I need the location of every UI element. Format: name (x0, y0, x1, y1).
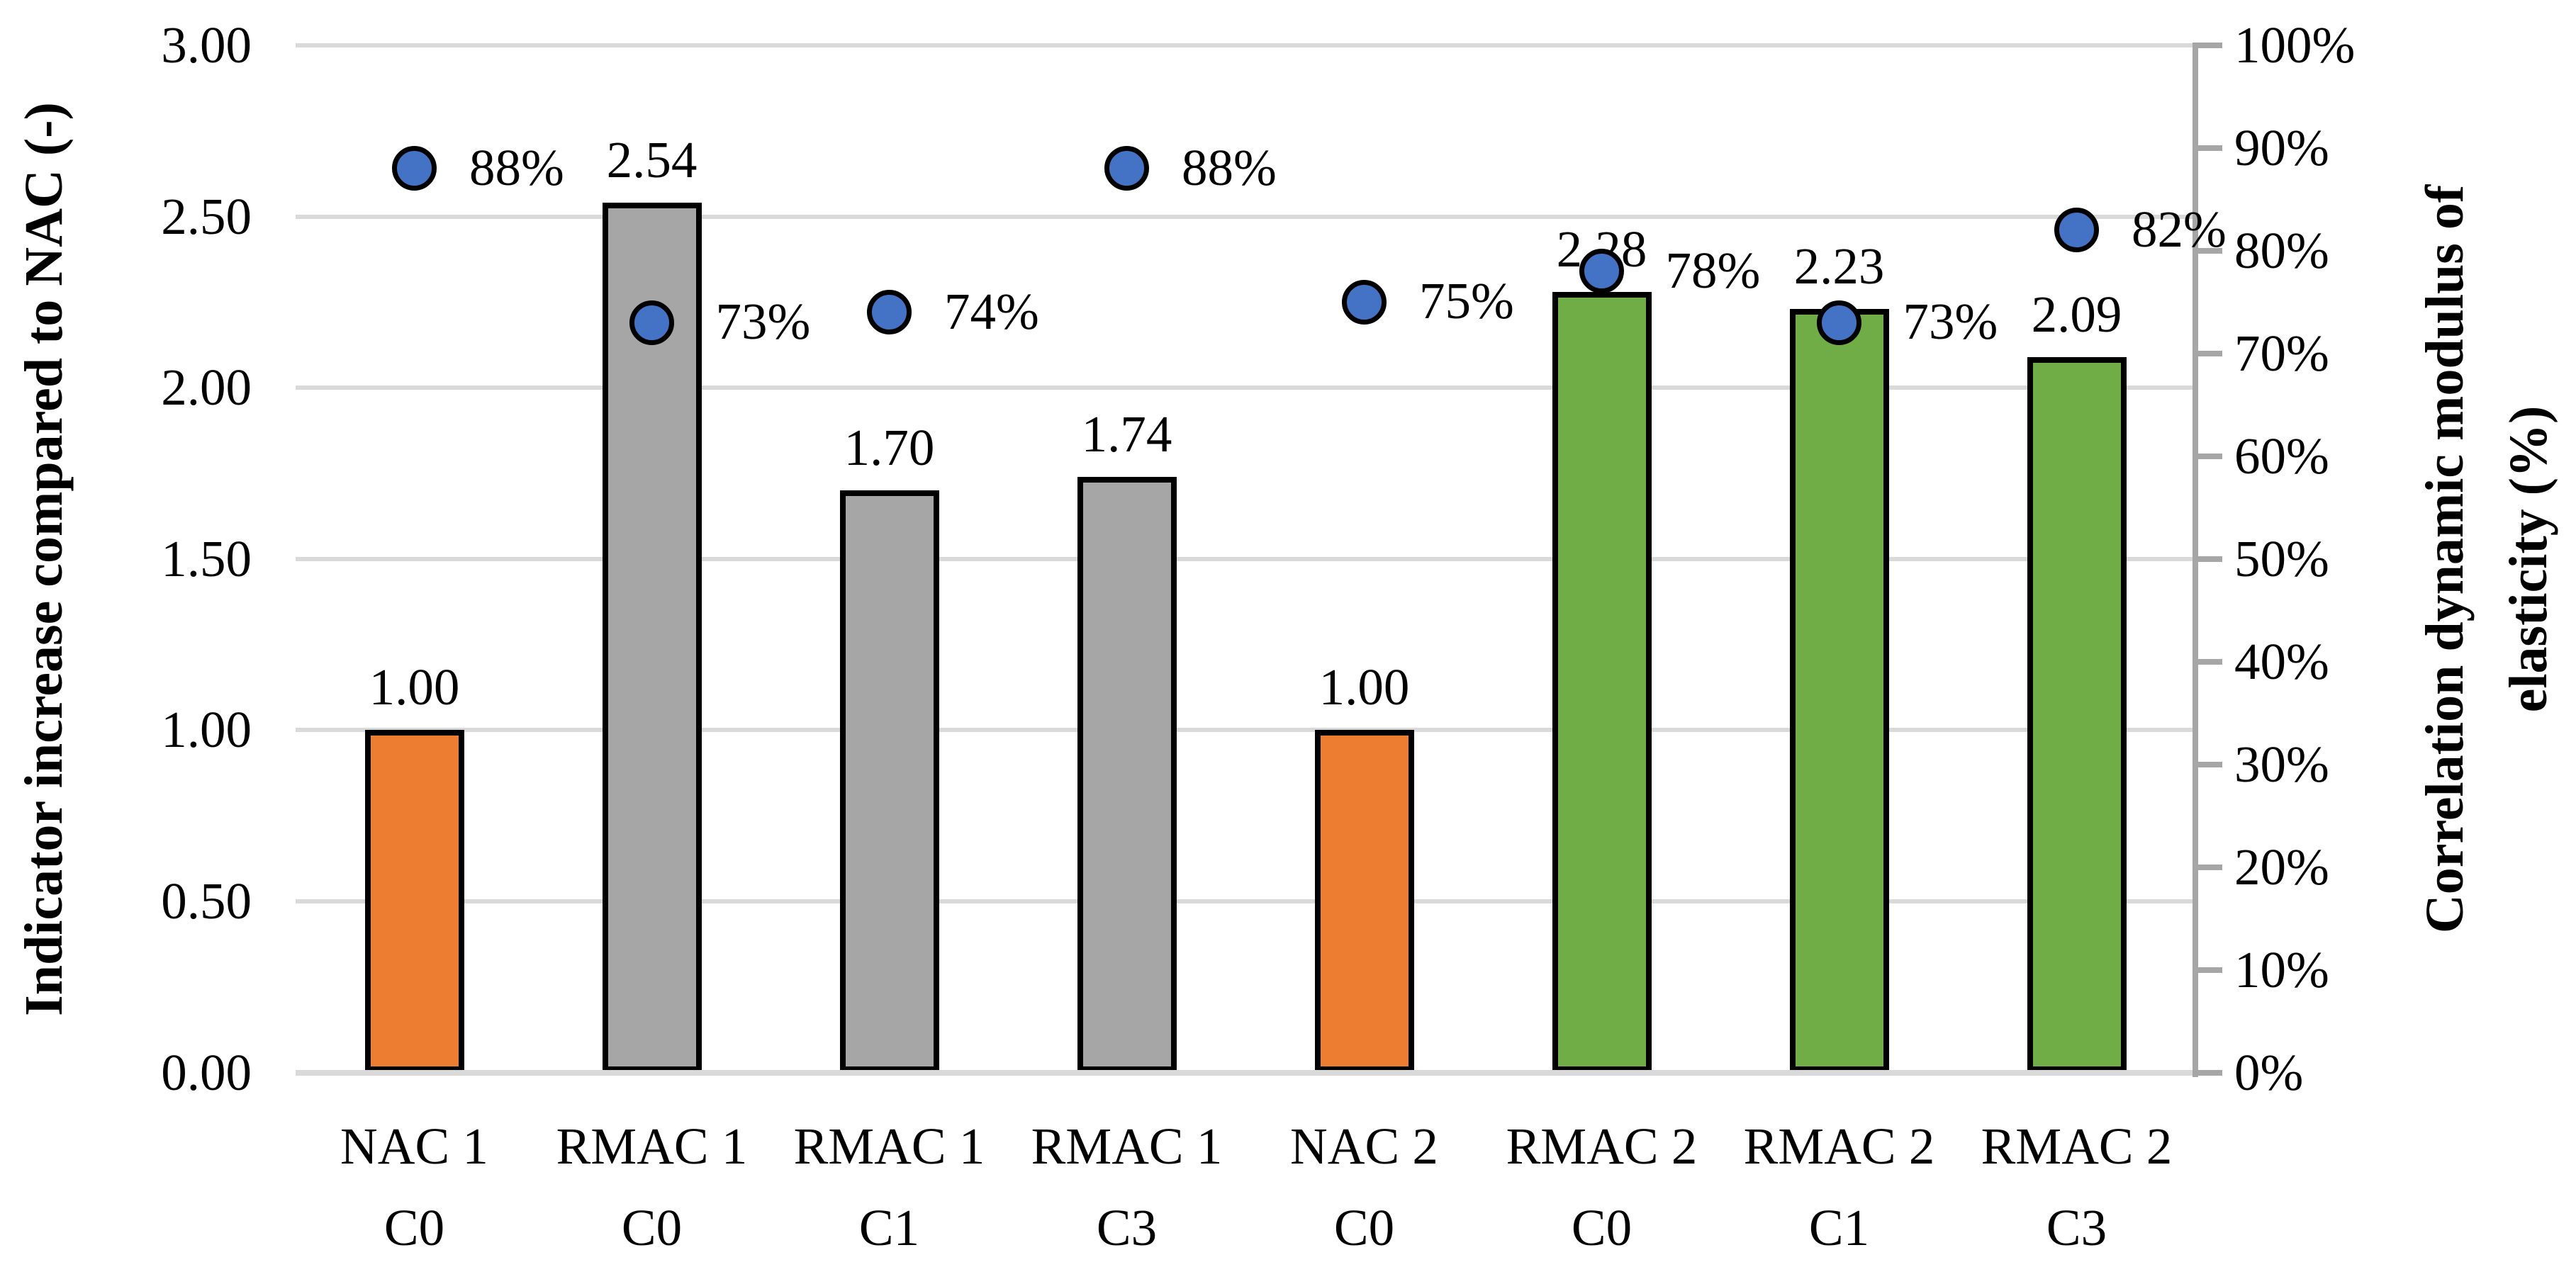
gridline (296, 214, 2195, 219)
secondary-axis-tick-label: 10% (2234, 940, 2329, 998)
scatter-point-label: 88% (1182, 138, 1277, 196)
scatter-point (392, 146, 437, 191)
gridline (296, 385, 2195, 390)
bar (2027, 356, 2127, 1073)
secondary-axis-tick-label: 70% (2234, 324, 2329, 382)
secondary-axis-tick (2195, 864, 2222, 870)
secondary-axis-tick (2195, 761, 2222, 767)
x-axis-category-sublabel: C0 (383, 1199, 445, 1256)
x-axis-category-sublabel: C1 (858, 1199, 920, 1256)
scatter-point-label: 73% (1903, 293, 1998, 351)
right-axis-title-line1: Correlation dynamic modulus of (2415, 184, 2475, 933)
secondary-axis-tick (2195, 247, 2222, 254)
y-axis-tick-label: 2.50 (161, 187, 252, 245)
y-axis-tick-label: 0.00 (161, 1043, 252, 1101)
scatter-point (867, 290, 912, 335)
x-axis-baseline (296, 1069, 2195, 1076)
secondary-axis-tick-label: 20% (2234, 838, 2329, 896)
secondary-axis-tick-label: 100% (2234, 16, 2356, 74)
scatter-point-label: 73% (715, 293, 811, 351)
scatter-point (629, 300, 674, 345)
scatter-point-label: 78% (1665, 241, 1761, 299)
scatter-point-label: 82% (2132, 200, 2227, 258)
scatter-point (1579, 249, 1624, 294)
x-axis-category-label: RMAC 1 (556, 1117, 748, 1175)
secondary-axis-tick (2195, 453, 2222, 459)
y-axis-tick-label: 2.00 (161, 359, 252, 417)
y-axis-tick-label: 1.00 (161, 701, 252, 759)
secondary-axis-tick (2195, 967, 2222, 973)
secondary-axis-tick (2195, 145, 2222, 151)
gridline (296, 728, 2195, 733)
bar-value-label: 1.74 (1081, 405, 1172, 463)
secondary-axis-tick-label: 60% (2234, 427, 2329, 485)
scatter-point (1817, 300, 1861, 345)
scatter-point-label: 74% (944, 282, 1039, 340)
bar-value-label: 2.54 (606, 131, 698, 189)
bar (1552, 291, 1652, 1073)
bar-value-label: 2.09 (2031, 285, 2122, 343)
x-axis-category-sublabel: C0 (621, 1199, 683, 1256)
secondary-axis-tick-label: 30% (2234, 735, 2329, 793)
bar (839, 490, 939, 1073)
secondary-axis-tick (2195, 658, 2222, 665)
secondary-axis-tick-label: 50% (2234, 529, 2329, 587)
x-axis-category-sublabel: C0 (1333, 1199, 1395, 1256)
secondary-axis-tick (2195, 350, 2222, 356)
gridline (296, 556, 2195, 561)
x-axis-category-label: NAC 1 (340, 1117, 488, 1175)
scatter-point-label: 75% (1419, 272, 1514, 330)
x-axis-category-label: RMAC 1 (793, 1117, 985, 1175)
x-axis-category-label: RMAC 2 (1506, 1117, 1698, 1175)
bar-value-label: 1.00 (1318, 658, 1410, 716)
x-axis-category-label: NAC 2 (1290, 1117, 1438, 1175)
scatter-point (1342, 279, 1387, 325)
bar-value-label: 1.70 (844, 419, 935, 477)
secondary-axis-tick-label: 40% (2234, 632, 2329, 690)
secondary-axis-tick-label: 90% (2234, 118, 2329, 176)
x-axis-category-label: RMAC 2 (1981, 1117, 2173, 1175)
secondary-axis-tick (2195, 1069, 2222, 1076)
x-axis-category-sublabel: C3 (2046, 1199, 2107, 1256)
bar (1314, 730, 1414, 1073)
gridline (296, 899, 2195, 903)
x-axis-category-sublabel: C0 (1571, 1199, 1633, 1256)
secondary-axis-tick (2195, 556, 2222, 562)
secondary-axis-tick-label: 80% (2234, 221, 2329, 279)
y-axis-tick-label: 0.50 (161, 872, 252, 930)
x-axis-category-label: RMAC 1 (1031, 1117, 1223, 1175)
scatter-point-label: 88% (469, 138, 564, 196)
bar (364, 730, 464, 1073)
bar-value-label: 2.23 (1793, 237, 1885, 295)
gridline (296, 43, 2195, 47)
secondary-axis-tick-label: 0% (2234, 1043, 2304, 1101)
right-axis-title-line2: elasticity (%) (2499, 405, 2558, 713)
bar (1077, 476, 1177, 1073)
right-axis-title: Correlation dynamic modulus of elasticit… (2403, 185, 2570, 933)
x-axis-category-label: RMAC 2 (1743, 1117, 1935, 1175)
y-axis-tick-label: 3.00 (161, 16, 252, 74)
x-axis-category-sublabel: C1 (1808, 1199, 1870, 1256)
x-axis-category-sublabel: C3 (1096, 1199, 1158, 1256)
y-axis-tick-label: 1.50 (161, 529, 252, 587)
scatter-point (2054, 208, 2099, 253)
bar (1789, 309, 1889, 1073)
bar (602, 203, 702, 1073)
left-axis-title: Indicator increase compared to NAC (-) (14, 101, 74, 1016)
scatter-point (1104, 146, 1149, 191)
secondary-axis-tick (2195, 43, 2222, 48)
bar-value-label: 1.00 (369, 658, 460, 716)
